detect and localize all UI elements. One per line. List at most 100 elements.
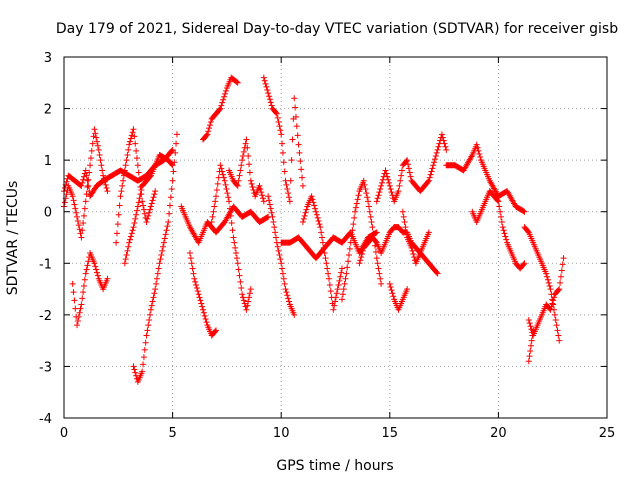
data-point xyxy=(147,311,154,318)
data-point xyxy=(434,270,441,277)
data-point xyxy=(528,337,535,344)
data-point xyxy=(350,221,357,228)
data-point xyxy=(233,79,240,86)
data-point xyxy=(222,90,229,97)
data-point xyxy=(199,303,206,310)
data-point xyxy=(295,141,302,148)
data-point xyxy=(383,170,390,177)
data-point xyxy=(280,159,287,166)
data-point xyxy=(324,265,331,272)
data-point xyxy=(301,212,308,219)
y-tick-label: -4 xyxy=(39,412,52,427)
data-point xyxy=(80,220,87,227)
data-point xyxy=(400,213,407,220)
data-point xyxy=(432,153,439,160)
data-point xyxy=(164,223,171,230)
data-point xyxy=(215,174,222,181)
data-point xyxy=(552,317,559,324)
data-point xyxy=(331,302,338,309)
data-point xyxy=(191,275,198,282)
data-point xyxy=(118,188,125,195)
data-point xyxy=(431,156,438,163)
data-point xyxy=(213,187,220,194)
data-point xyxy=(526,353,533,360)
data-point xyxy=(372,248,379,255)
data-point xyxy=(82,270,89,277)
data-point xyxy=(132,215,139,222)
data-point xyxy=(291,311,298,318)
data-point xyxy=(75,222,82,229)
data-point xyxy=(94,138,101,145)
data-point xyxy=(147,203,154,210)
data-point xyxy=(83,172,90,179)
data-point xyxy=(339,265,346,272)
data-point xyxy=(544,276,551,283)
data-point xyxy=(86,169,93,176)
data-point xyxy=(279,149,286,156)
data-point xyxy=(503,236,510,243)
data-point xyxy=(226,198,233,205)
data-point xyxy=(294,132,301,139)
data-point xyxy=(378,182,385,189)
data-point xyxy=(434,146,441,153)
data-point xyxy=(265,193,272,200)
data-point xyxy=(388,189,395,196)
data-point xyxy=(172,149,179,156)
data-point xyxy=(284,292,291,299)
data-point xyxy=(94,142,101,149)
data-point xyxy=(80,282,87,289)
data-point xyxy=(234,260,241,267)
data-point xyxy=(262,80,269,87)
data-point xyxy=(520,208,527,215)
data-point xyxy=(317,224,324,231)
data-point xyxy=(369,224,376,231)
series-t11 xyxy=(226,136,267,205)
data-point xyxy=(330,306,337,313)
data-point xyxy=(438,131,445,138)
data-point xyxy=(122,256,129,263)
data-point xyxy=(134,203,141,210)
data-point xyxy=(234,79,241,86)
data-point xyxy=(247,177,254,184)
data-point xyxy=(521,208,528,215)
x-tick-label: 10 xyxy=(273,426,290,441)
data-point xyxy=(196,294,203,301)
data-point xyxy=(289,136,296,143)
data-point xyxy=(153,275,160,282)
data-point xyxy=(280,275,287,282)
data-point xyxy=(260,198,267,205)
data-point xyxy=(312,205,319,212)
data-point xyxy=(136,195,143,202)
data-point xyxy=(408,244,415,251)
data-point xyxy=(497,208,504,215)
data-point xyxy=(244,302,251,309)
data-point xyxy=(208,219,215,226)
data-point xyxy=(352,208,359,215)
data-point xyxy=(73,209,80,216)
data-point xyxy=(168,186,175,193)
data-point xyxy=(220,174,227,181)
data-point xyxy=(246,169,253,176)
data-point xyxy=(147,206,154,213)
data-point xyxy=(560,255,567,262)
data-point xyxy=(152,188,159,195)
data-point xyxy=(209,213,216,220)
data-point xyxy=(69,280,76,287)
data-point xyxy=(360,177,367,184)
data-point xyxy=(556,337,563,344)
data-point xyxy=(80,176,87,183)
data-point xyxy=(144,327,151,334)
data-point xyxy=(206,125,213,132)
data-point xyxy=(256,182,263,189)
data-point xyxy=(124,151,131,158)
data-point xyxy=(140,206,147,213)
data-point xyxy=(135,199,142,206)
data-point xyxy=(274,243,281,250)
data-point xyxy=(170,168,177,175)
data-point xyxy=(425,178,432,185)
data-point xyxy=(520,261,527,268)
data-point xyxy=(277,256,284,263)
data-point xyxy=(147,173,154,180)
data-point xyxy=(134,162,141,169)
data-point xyxy=(355,192,362,199)
